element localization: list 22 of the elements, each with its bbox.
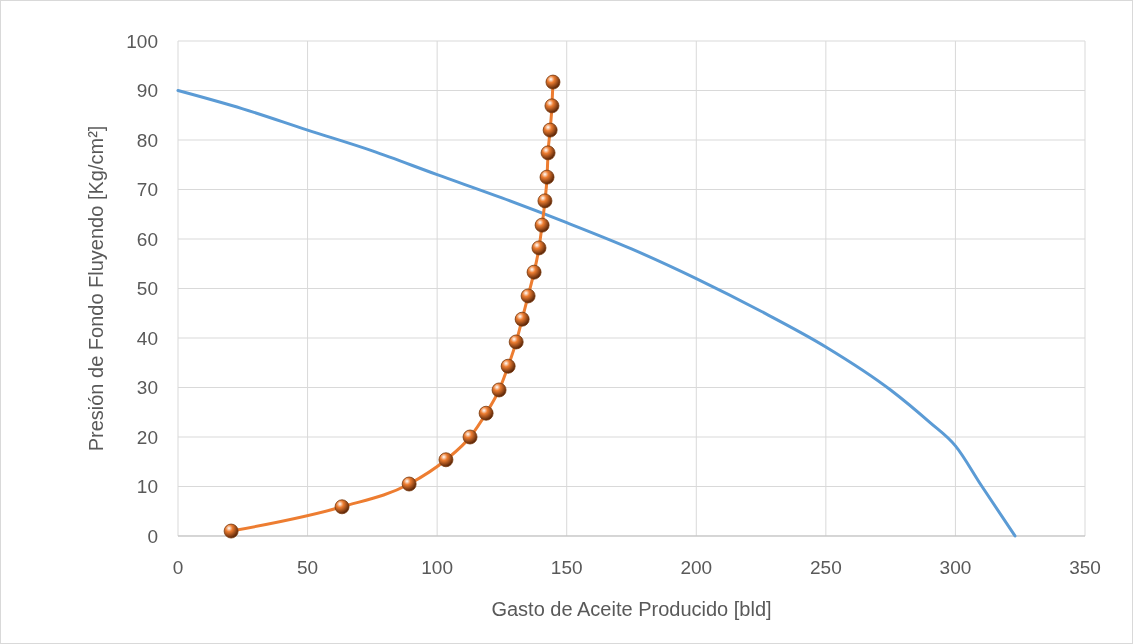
x-tick-label: 150 (550, 557, 583, 578)
line-series (176, 89, 1017, 538)
y-tick-label: 10 (136, 476, 158, 498)
x-tick-label: 0 (172, 557, 184, 578)
x-axis-title: Gasto de Aceite Producido [bld] (491, 598, 772, 620)
x-tick-label: 50 (297, 557, 319, 578)
y-tick-label: 40 (136, 327, 158, 349)
y-tick-label: 90 (136, 80, 158, 102)
x-tick-label: 200 (680, 557, 713, 578)
x-tick-label: 350 (1069, 557, 1101, 578)
y-tick-label: 0 (147, 525, 158, 547)
y-tick-label: 20 (136, 426, 158, 448)
x-tick-label: 100 (421, 557, 453, 578)
y-tick-label: 60 (136, 228, 158, 250)
y-tick-label: 80 (136, 129, 158, 151)
x-tick-label: 250 (810, 557, 842, 578)
y-tick-label: 100 (126, 30, 158, 52)
y-tick-label: 30 (136, 377, 158, 399)
y-tick-label: 50 (136, 278, 158, 300)
y-tick-label: 70 (136, 179, 158, 201)
x-tick-label: 300 (939, 557, 972, 578)
y-axis-title: Presión de Fondo Fluyendo [Kg/cm²] (85, 125, 107, 452)
